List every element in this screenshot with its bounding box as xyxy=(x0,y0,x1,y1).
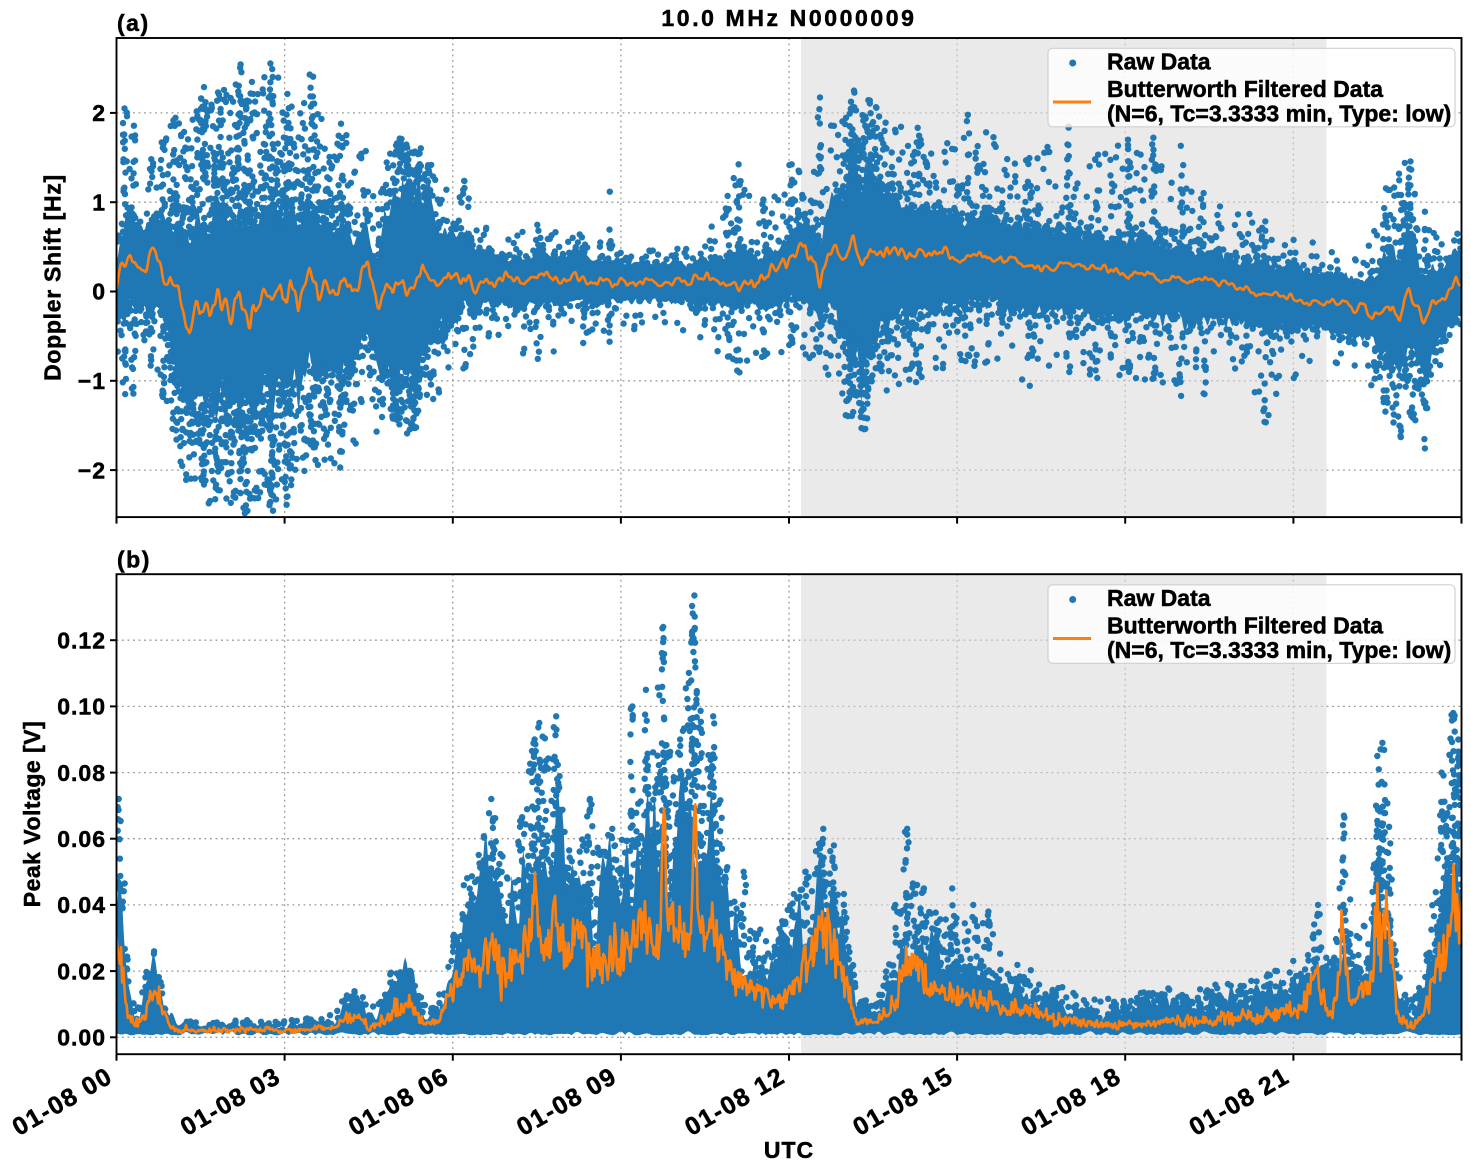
svg-text:(N=6, Tc=3.3333 min, Type: low: (N=6, Tc=3.3333 min, Type: low) xyxy=(1107,101,1451,127)
svg-text:0.08: 0.08 xyxy=(57,760,106,786)
svg-text:0: 0 xyxy=(92,279,106,305)
svg-text:Butterworth Filtered Data: Butterworth Filtered Data xyxy=(1107,613,1383,639)
svg-text:0.12: 0.12 xyxy=(57,627,106,653)
svg-text:(b): (b) xyxy=(117,547,151,573)
svg-text:−1: −1 xyxy=(78,368,106,394)
svg-text:−2: −2 xyxy=(78,457,106,483)
svg-text:0.06: 0.06 xyxy=(57,826,106,852)
svg-text:0.02: 0.02 xyxy=(57,958,106,984)
svg-text:0.10: 0.10 xyxy=(57,694,106,720)
svg-text:0.04: 0.04 xyxy=(57,892,106,918)
svg-text:(a): (a) xyxy=(117,10,150,36)
svg-text:UTC: UTC xyxy=(764,1137,814,1163)
svg-text:1: 1 xyxy=(92,189,106,215)
svg-text:Doppler Shift [Hz]: Doppler Shift [Hz] xyxy=(40,174,66,381)
svg-text:Raw Data: Raw Data xyxy=(1107,585,1211,611)
svg-text:(N=6, Tc=3.3333 min, Type: low: (N=6, Tc=3.3333 min, Type: low) xyxy=(1107,637,1451,663)
svg-text:2: 2 xyxy=(92,100,106,126)
svg-text:0.00: 0.00 xyxy=(57,1025,106,1051)
svg-text:Butterworth Filtered Data: Butterworth Filtered Data xyxy=(1107,76,1383,102)
svg-text:Raw Data: Raw Data xyxy=(1107,49,1211,75)
svg-text:Peak Voltage [V]: Peak Voltage [V] xyxy=(19,721,45,908)
svg-text:10.0 MHz N0000009: 10.0 MHz N0000009 xyxy=(661,5,916,31)
